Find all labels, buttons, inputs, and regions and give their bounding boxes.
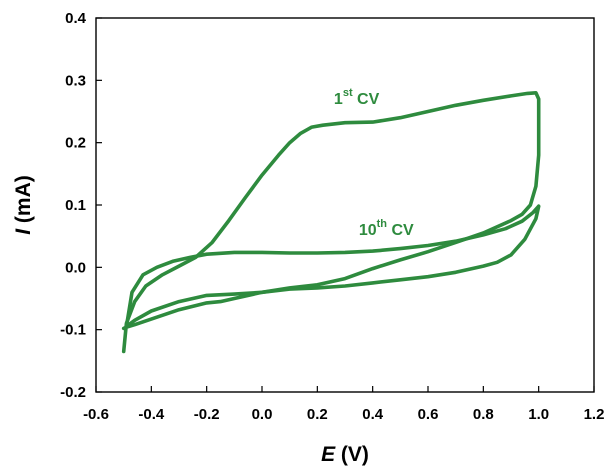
x-tick-label: -0.6	[83, 406, 109, 423]
plot-frame	[95, 17, 595, 393]
x-tick-label: 1.0	[528, 406, 549, 423]
y-tick-label: 0.3	[65, 72, 86, 89]
y-axis-unit: (mA)	[12, 175, 35, 229]
y-axis-title: I (mA)	[12, 175, 35, 235]
x-tick-label: 0.2	[307, 406, 328, 423]
cv-label-2: 10th CV	[359, 218, 414, 239]
y-tick-label: -0.1	[60, 322, 86, 339]
x-tick-label: 0.0	[252, 406, 273, 423]
y-tick-label: 0.2	[65, 135, 86, 152]
axis-ticks: -0.6 -0.4 -0.2 0.0 0.2 0.4 0.6 0.8 1.0 1.2 -0.2 -0.…	[60, 10, 604, 423]
cv-label-1: 1st CV	[334, 87, 380, 108]
y-tick-label: 0.4	[65, 10, 87, 27]
y-axis-var: I	[12, 228, 35, 235]
x-tick-label: 0.8	[473, 406, 494, 423]
cv-label-sup: st	[343, 87, 353, 99]
x-tick-label: 0.4	[362, 406, 384, 423]
x-tick-label: 0.6	[418, 406, 439, 423]
cv-label-num: 1	[334, 91, 343, 108]
y-tick-label: -0.2	[60, 384, 86, 401]
cv-label-rest: CV	[387, 222, 414, 239]
x-axis-unit: (V)	[335, 443, 369, 466]
cv-curve-1	[121, 91, 541, 354]
cv-label-sup: th	[377, 218, 388, 230]
cv-curves	[121, 91, 541, 354]
cv-curve-2	[124, 204, 541, 329]
x-axis-title: E (V)	[321, 443, 369, 466]
x-tick-label: -0.4	[138, 406, 165, 423]
cv-label-rest: CV	[353, 91, 380, 108]
y-tick-label: 0.0	[65, 259, 86, 276]
y-tick-label: 0.1	[65, 197, 86, 214]
cv-label-num: 10	[359, 222, 377, 239]
x-axis-var: E	[321, 443, 336, 466]
x-tick-label: -0.2	[194, 406, 220, 423]
x-tick-label: 1.2	[584, 406, 605, 423]
